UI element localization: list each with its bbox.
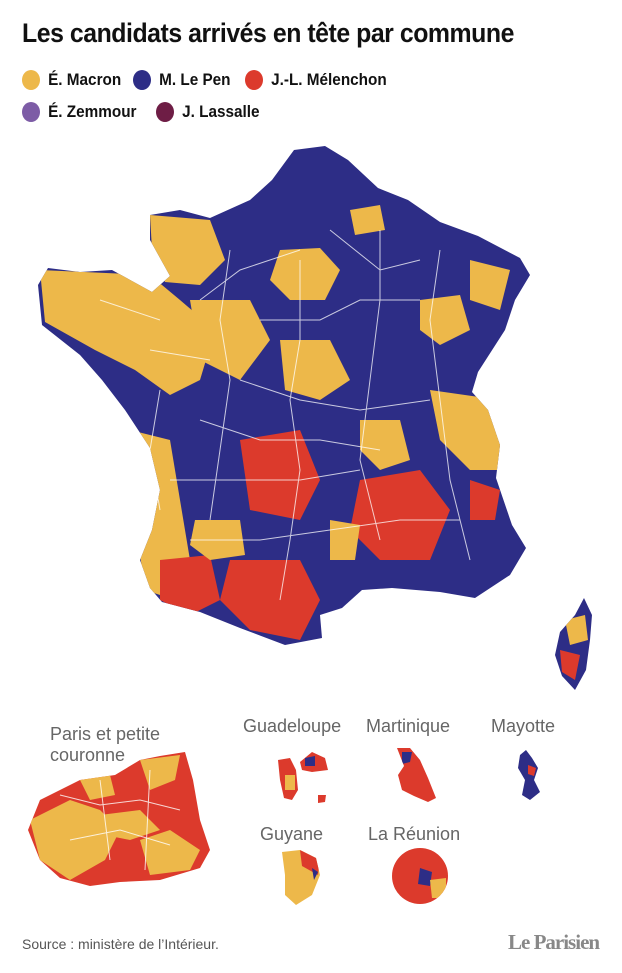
legend-swatch-le-pen — [133, 70, 151, 90]
inset-label-reunion: La Réunion — [368, 824, 461, 844]
map-reunion — [392, 848, 448, 904]
map-mayotte — [518, 750, 540, 800]
legend-item-le-pen: M. Le Pen — [133, 70, 231, 90]
legend-swatch-melenchon — [245, 70, 263, 90]
legend-item-lassalle: J. Lassalle — [156, 102, 260, 122]
map-guyane — [282, 850, 320, 905]
legend-item-macron: É. Macron — [22, 70, 121, 90]
map-corse — [555, 598, 592, 690]
map-martinique — [397, 748, 436, 802]
map-france — [38, 146, 530, 645]
legend-item-zemmour: É. Zemmour — [22, 102, 137, 122]
legend-swatch-lassalle — [156, 102, 174, 122]
legend-label: J. Lassalle — [182, 102, 260, 121]
source-note: Source : ministère de l’Intérieur. — [22, 936, 219, 952]
legend-label: É. Zemmour — [48, 102, 137, 121]
inset-label-paris: Paris et petite couronne — [50, 724, 161, 765]
inset-label-guadeloupe: Guadeloupe — [243, 716, 342, 736]
map-guadeloupe — [278, 752, 328, 803]
inset-label-martinique: Martinique — [366, 716, 451, 736]
le-parisien-logo: Le Parisien — [508, 930, 600, 954]
legend-label: É. Macron — [48, 70, 122, 89]
map-paris-inset — [28, 752, 210, 886]
legend-swatch-macron — [22, 70, 40, 90]
inset-label-mayotte: Mayotte — [491, 716, 556, 736]
legend-label: M. Le Pen — [159, 70, 231, 89]
page-title: Les candidats arrivés en tête par commun… — [22, 18, 514, 48]
legend-item-melenchon: J.-L. Mélenchon — [245, 70, 387, 90]
legend-swatch-zemmour — [22, 102, 40, 122]
legend-label: J.-L. Mélenchon — [271, 70, 387, 89]
inset-label-guyane: Guyane — [260, 824, 324, 844]
